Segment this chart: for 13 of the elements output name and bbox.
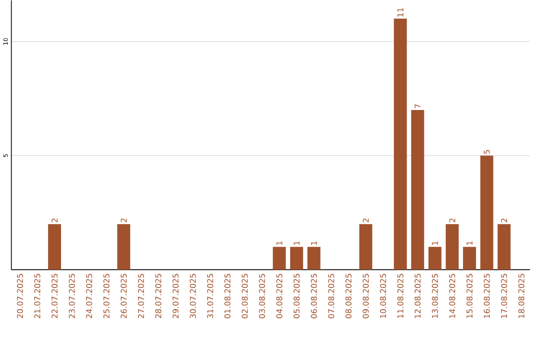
bar	[272, 247, 286, 270]
bar	[48, 224, 62, 270]
bar	[428, 247, 442, 270]
bar	[498, 224, 511, 270]
bar	[359, 224, 372, 270]
bar	[290, 247, 304, 270]
bar	[463, 247, 476, 270]
bar	[307, 247, 320, 270]
bar	[411, 110, 424, 270]
bar	[117, 224, 130, 270]
bar	[394, 18, 407, 270]
bar	[480, 156, 494, 270]
bar	[446, 224, 459, 270]
